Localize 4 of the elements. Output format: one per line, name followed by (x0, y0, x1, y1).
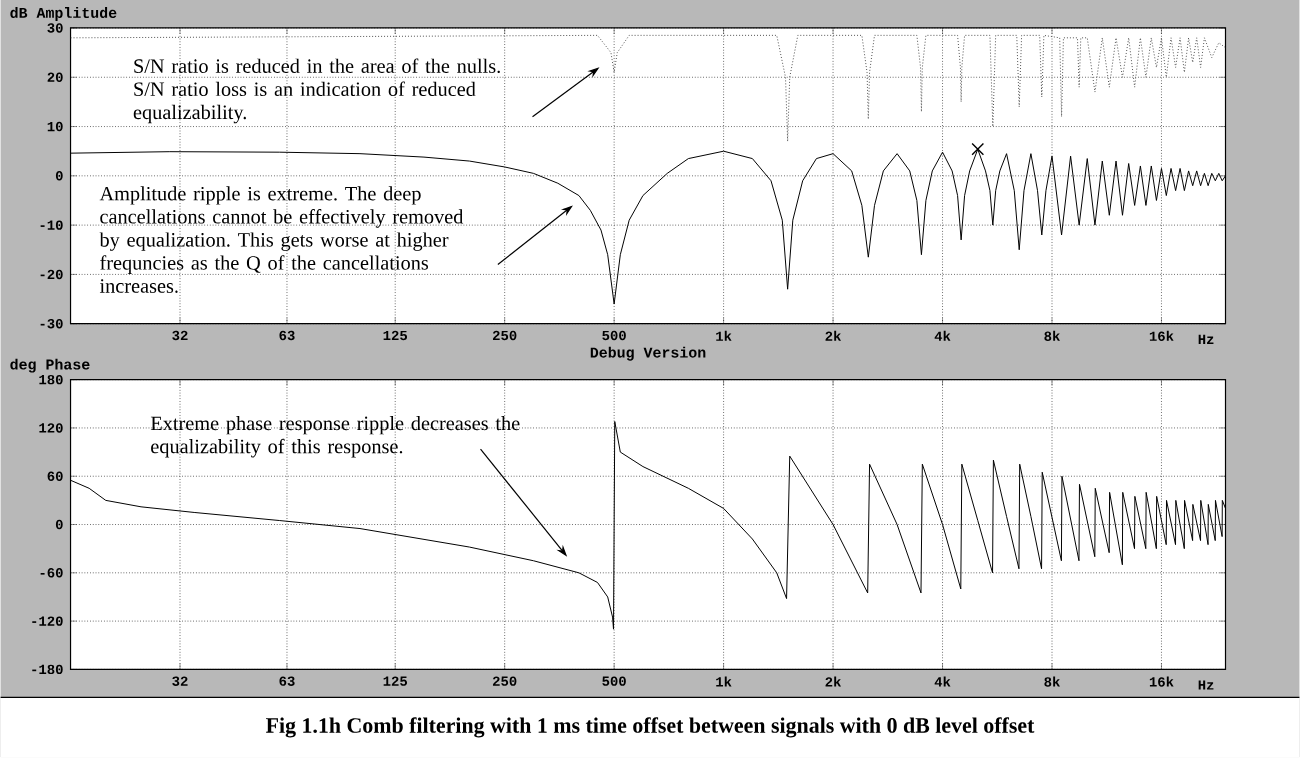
caption: Fig 1.1h Comb filtering with 1 ms time offset between signals with 0 dB level offset (265, 717, 1035, 738)
annotation: Extreme phase response ripple decreases the equalizability of this response. (150, 416, 520, 458)
annotation: Amplitude ripple is extreme. The deep cancellations cannot be effectively removed by equalization. This gets worse at higher frequncies as the Q of the cancellations increases. (99, 186, 464, 294)
annotation: S/N ratio is reduced in the area of the nulls. S/N ratio loss is an indication of reduced equalizability. (133, 58, 500, 124)
